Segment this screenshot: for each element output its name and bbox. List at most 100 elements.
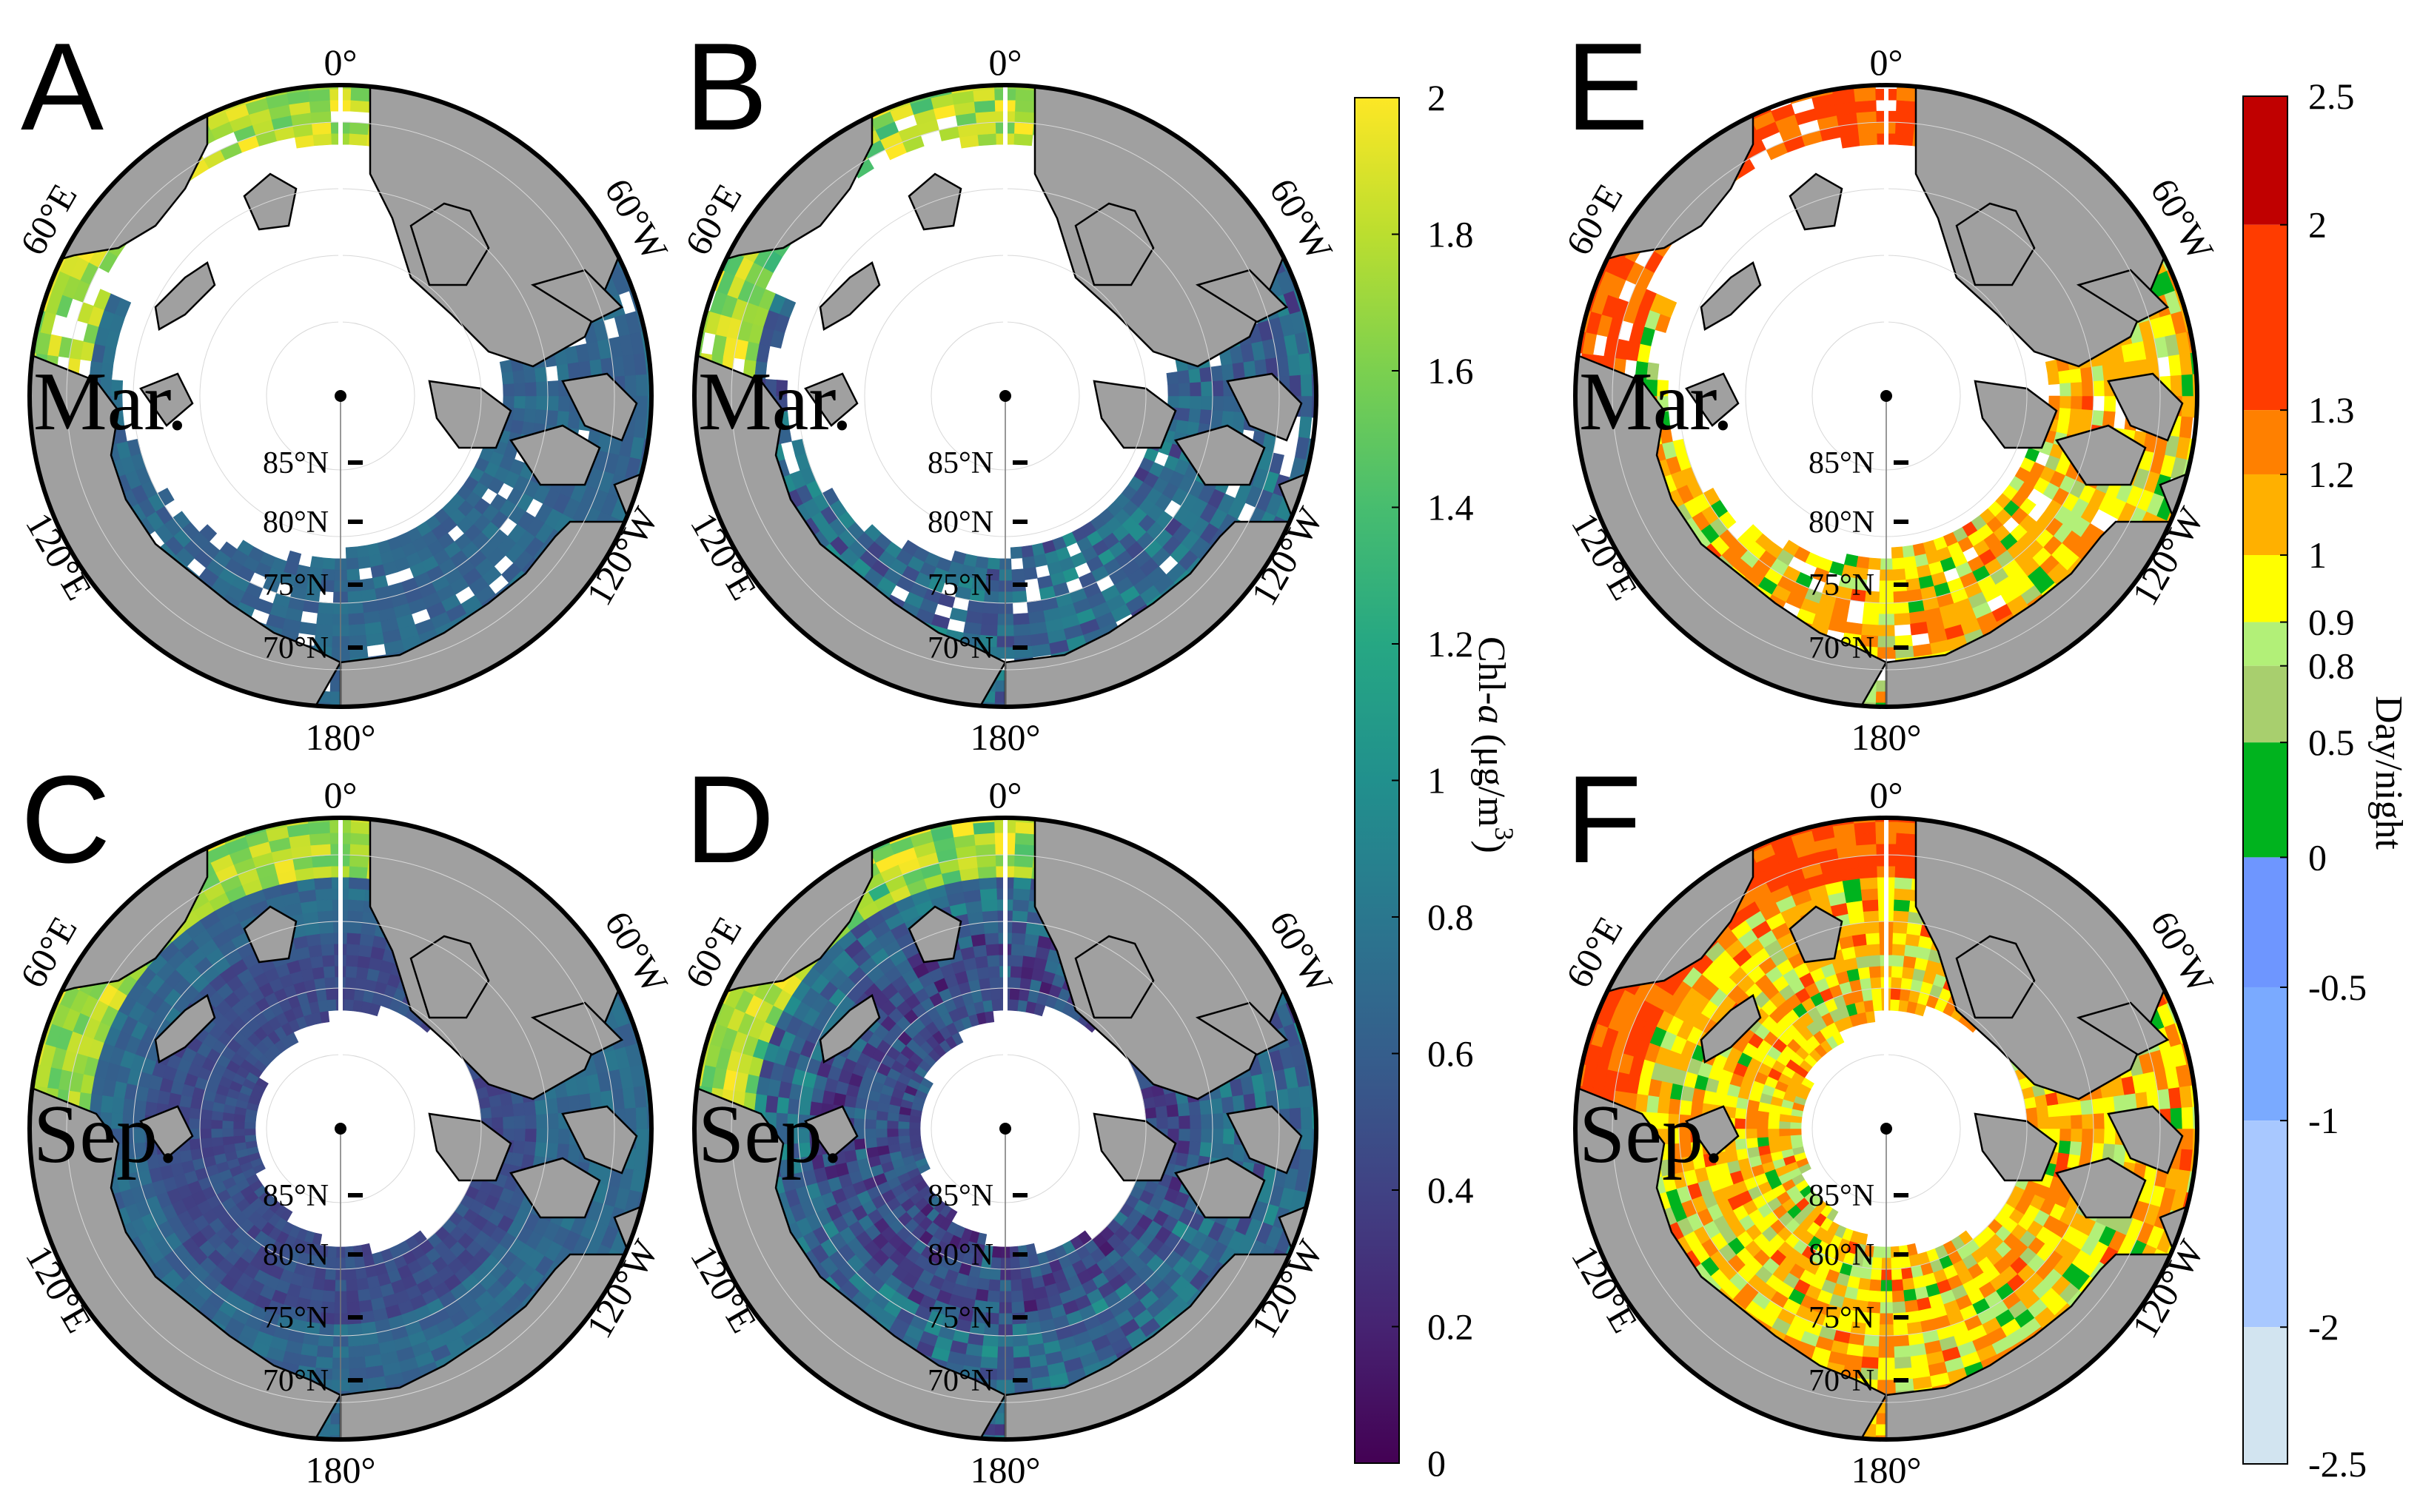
data-cell xyxy=(314,876,332,890)
latitude-label: 85°N xyxy=(263,446,329,480)
data-cell xyxy=(308,944,323,958)
data-cell xyxy=(982,910,999,923)
data-cell xyxy=(321,943,335,956)
data-cell xyxy=(536,381,549,397)
data-cell xyxy=(309,1288,324,1303)
data-cell xyxy=(1014,121,1035,135)
data-cell xyxy=(545,410,559,427)
data-cell xyxy=(1179,1128,1191,1142)
data-cell xyxy=(1012,613,1030,626)
data-cell xyxy=(311,121,332,135)
data-cell xyxy=(1023,567,1038,580)
data-cell xyxy=(981,613,999,626)
data-cell xyxy=(974,955,989,969)
latitude-labels: 85°N80°N75°N70°N xyxy=(263,1179,363,1398)
data-cell xyxy=(1021,966,1034,980)
data-cell xyxy=(1013,876,1032,890)
data-cell xyxy=(365,632,385,647)
data-cell xyxy=(1300,374,1313,397)
data-cell xyxy=(221,1120,234,1129)
data-cell xyxy=(976,121,996,135)
data-cell xyxy=(1190,1128,1202,1143)
data-cell xyxy=(1201,395,1213,411)
data-cell xyxy=(1199,366,1213,383)
data-cell xyxy=(492,1117,504,1129)
land-polygon xyxy=(509,424,601,486)
data-cell xyxy=(308,821,331,835)
data-cell xyxy=(523,1101,537,1116)
data-cell xyxy=(525,395,537,410)
data-cell xyxy=(350,832,372,846)
data-cell xyxy=(310,110,332,124)
data-cell xyxy=(979,977,991,991)
data-cell xyxy=(547,1113,560,1129)
data-cell xyxy=(1010,1301,1025,1314)
data-cell xyxy=(1010,954,1024,967)
data-cell xyxy=(973,832,996,846)
data-cell xyxy=(501,371,514,385)
data-cell xyxy=(864,1128,877,1139)
land-polygon xyxy=(509,1157,601,1219)
data-cell xyxy=(188,1118,201,1129)
data-cell xyxy=(534,409,548,426)
data-cell xyxy=(314,977,326,991)
data-cell xyxy=(346,921,363,934)
data-cell xyxy=(534,1142,548,1158)
data-cell xyxy=(982,602,999,615)
data-cell xyxy=(974,556,989,570)
data-cell xyxy=(244,1128,256,1136)
data-cell xyxy=(977,132,997,147)
data-cell xyxy=(222,1135,235,1146)
data-cell xyxy=(1222,395,1236,412)
data-cell xyxy=(990,987,1002,1001)
data-cell xyxy=(865,1146,879,1158)
data-cell xyxy=(1012,1345,1030,1359)
land-polygon xyxy=(243,172,298,231)
data-cell xyxy=(232,1128,245,1137)
data-cell xyxy=(353,1256,366,1269)
data-cell xyxy=(326,998,337,1012)
month-label: Mar. xyxy=(698,356,852,448)
data-cell xyxy=(1015,99,1037,113)
data-cell xyxy=(536,1128,549,1143)
north-pole-marker xyxy=(999,390,1011,402)
data-cell xyxy=(854,1107,867,1120)
data-cell xyxy=(1014,110,1036,124)
data-cell xyxy=(908,1128,921,1136)
panel-letter: B xyxy=(685,17,768,156)
data-cell xyxy=(523,1141,537,1157)
data-cell xyxy=(875,1119,888,1129)
data-cell xyxy=(976,1277,990,1291)
data-cell xyxy=(348,1356,366,1370)
data-cell xyxy=(1014,843,1036,857)
data-cell xyxy=(344,987,356,1001)
latitude-label: 75°N xyxy=(263,568,329,602)
data-cell xyxy=(1013,865,1033,879)
data-cell xyxy=(1013,1356,1031,1370)
data-cell xyxy=(357,556,372,570)
latitude-label: 80°N xyxy=(263,1238,329,1272)
data-cell xyxy=(980,988,993,1001)
land-polygon xyxy=(243,905,298,964)
data-cell xyxy=(355,1266,367,1280)
data-cell xyxy=(306,933,322,947)
data-cell xyxy=(1021,1277,1034,1291)
data-cell xyxy=(1177,369,1190,384)
data-cell xyxy=(1013,623,1031,637)
data-cell xyxy=(975,843,996,857)
data-cell xyxy=(886,1120,899,1129)
data-cell xyxy=(346,568,361,582)
data-cell xyxy=(349,876,367,890)
data-cell xyxy=(310,843,332,857)
data-cell xyxy=(1188,368,1201,383)
latitude-label: 85°N xyxy=(928,446,993,480)
data-cell xyxy=(359,933,375,947)
land-polygon xyxy=(139,372,194,427)
data-cell xyxy=(189,1107,202,1120)
data-cell xyxy=(988,1279,1001,1292)
latitude-label: 70°N xyxy=(263,1364,329,1398)
